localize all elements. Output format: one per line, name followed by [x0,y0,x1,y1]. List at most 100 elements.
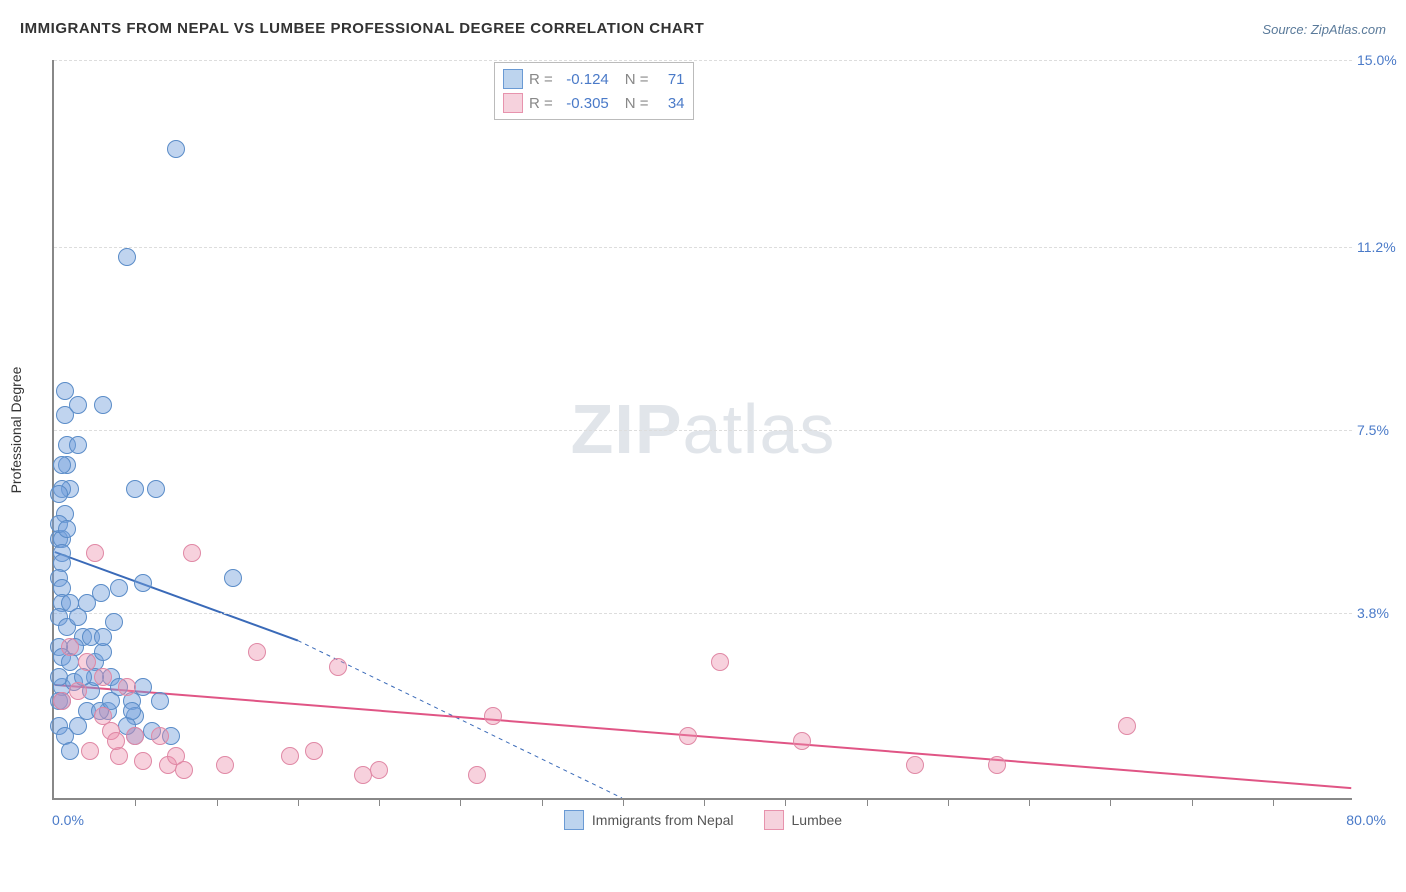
data-point [53,456,71,474]
data-point [224,569,242,587]
x-tick [704,798,705,806]
data-point [69,396,87,414]
y-tick-label: 7.5% [1357,422,1402,438]
data-point [56,382,74,400]
data-point [78,594,96,612]
bottom-legend: Immigrants from Nepal Lumbee [0,810,1406,830]
trend-lines-svg [54,60,1352,798]
n-value-1: 71 [655,71,685,88]
n-label-2: N = [625,95,649,112]
data-point [94,628,112,646]
data-point [53,692,71,710]
data-point [134,678,152,696]
legend-item-1: Immigrants from Nepal [564,810,734,830]
x-tick [135,798,136,806]
x-tick [1192,798,1193,806]
data-point [906,756,924,774]
scatter-chart: ZIPatlas R = -0.124 N = 71 R = -0.305 N … [52,60,1352,800]
data-point [1118,717,1136,735]
x-tick [542,798,543,806]
legend-label-2: Lumbee [792,812,843,828]
legend-item-2: Lumbee [764,810,843,830]
y-axis-label: Professional Degree [8,367,24,494]
source-name: ZipAtlas.com [1311,22,1386,37]
data-point [110,579,128,597]
r-value-2: -0.305 [559,95,609,112]
data-point [86,544,104,562]
data-point [151,692,169,710]
data-point [118,678,136,696]
r-label-2: R = [529,95,553,112]
data-point [711,653,729,671]
data-point [107,732,125,750]
x-tick [460,798,461,806]
x-tick [1029,798,1030,806]
x-tick [1110,798,1111,806]
x-tick [867,798,868,806]
grid-line [54,247,1352,248]
data-point [484,707,502,725]
data-point [183,544,201,562]
y-tick-label: 11.2% [1357,239,1402,255]
data-point [69,436,87,454]
data-point [123,702,141,720]
data-point [50,668,68,686]
n-value-2: 34 [655,95,685,112]
x-tick [623,798,624,806]
watermark: ZIPatlas [571,389,836,469]
source-attribution: Source: ZipAtlas.com [1262,22,1386,37]
n-label-1: N = [625,71,649,88]
legend-label-1: Immigrants from Nepal [592,812,734,828]
data-point [61,638,79,656]
data-point [305,742,323,760]
data-point [50,485,68,503]
grid-line [54,60,1352,61]
swatch-series2 [503,93,523,113]
correlation-stats-box: R = -0.124 N = 71 R = -0.305 N = 34 [494,62,694,120]
data-point [61,742,79,760]
legend-swatch-2 [764,810,784,830]
data-point [151,727,169,745]
x-tick [379,798,380,806]
r-label-1: R = [529,71,553,88]
data-point [281,747,299,765]
y-tick-label: 15.0% [1357,52,1402,68]
data-point [126,480,144,498]
swatch-series1 [503,69,523,89]
data-point [248,643,266,661]
data-point [134,574,152,592]
data-point [167,140,185,158]
x-tick [298,798,299,806]
x-tick [785,798,786,806]
data-point [78,653,96,671]
data-point [793,732,811,750]
data-point [81,742,99,760]
source-label: Source: [1262,22,1307,37]
data-point [94,396,112,414]
watermark-zip: ZIP [571,390,683,468]
data-point [147,480,165,498]
r-value-1: -0.124 [559,71,609,88]
data-point [216,756,234,774]
data-point [988,756,1006,774]
x-tick [948,798,949,806]
x-tick [1273,798,1274,806]
stats-row-series2: R = -0.305 N = 34 [503,91,685,115]
stats-row-series1: R = -0.124 N = 71 [503,67,685,91]
chart-title: IMMIGRANTS FROM NEPAL VS LUMBEE PROFESSI… [20,20,704,37]
data-point [105,613,123,631]
data-point [370,761,388,779]
data-point [679,727,697,745]
data-point [468,766,486,784]
data-point [69,682,87,700]
grid-line [54,613,1352,614]
y-tick-label: 3.8% [1357,605,1402,621]
data-point [134,752,152,770]
data-point [118,248,136,266]
legend-swatch-1 [564,810,584,830]
x-tick [217,798,218,806]
data-point [329,658,347,676]
watermark-atlas: atlas [683,390,836,468]
grid-line [54,430,1352,431]
data-point [58,520,76,538]
